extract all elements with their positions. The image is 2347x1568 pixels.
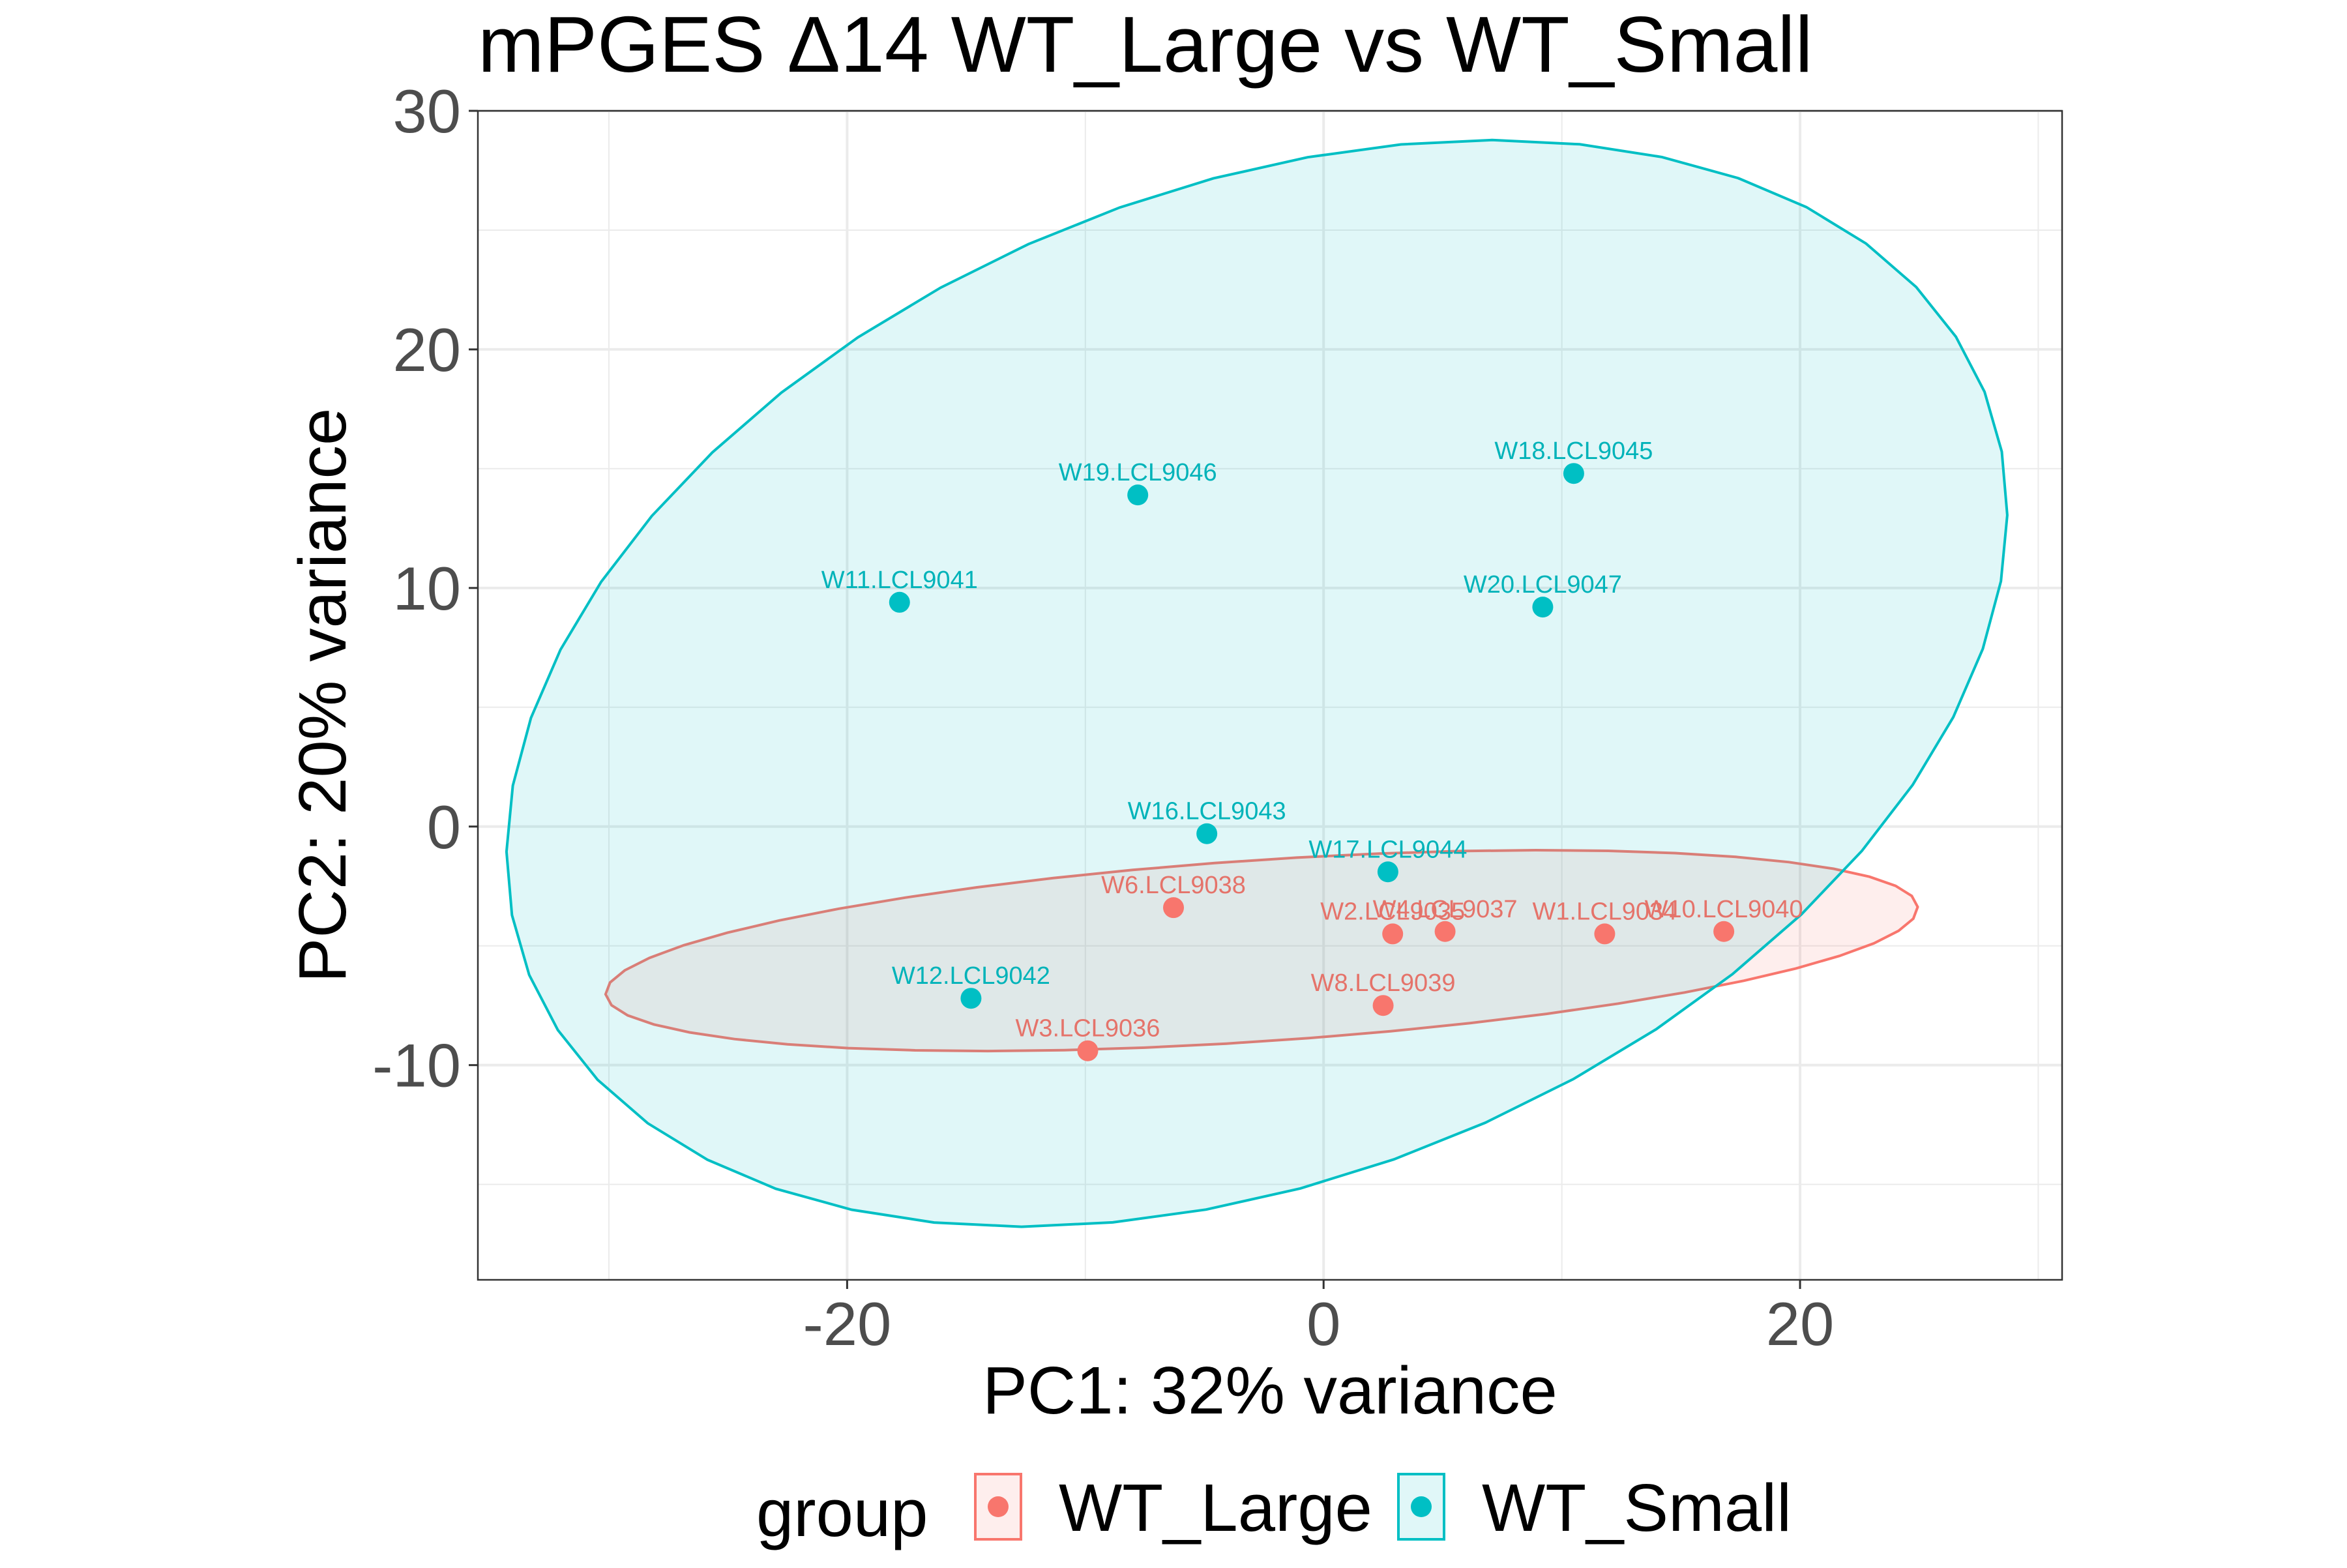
- point-w10-lcl9040: [1713, 921, 1735, 942]
- ellipse-wt-large: [604, 848, 1919, 1053]
- point-w2-lcl9035: [1382, 923, 1404, 945]
- y-tick-label: 10: [392, 554, 461, 623]
- point-label-w3-lcl9036: W3.LCL9036: [1016, 1015, 1160, 1043]
- point-label-w16-lcl9043: W16.LCL9043: [1128, 798, 1286, 825]
- y-tick-label: 0: [427, 793, 461, 861]
- point-w20-lcl9047: [1532, 597, 1554, 618]
- x-tick-label: -20: [803, 1290, 891, 1358]
- ellipse-wt-small: [505, 138, 2009, 1228]
- point-w18-lcl9045: [1563, 463, 1584, 484]
- x-tick-label: 0: [1306, 1290, 1340, 1358]
- point-label-w12-lcl9042: W12.LCL9042: [892, 962, 1050, 990]
- point-label-w1-lcl9034: W1.LCL9034: [1532, 898, 1677, 925]
- point-label-w18-lcl9045: W18.LCL9045: [1494, 437, 1653, 465]
- y-tick-label: 30: [392, 77, 461, 145]
- point-w8-lcl9039: [1372, 995, 1394, 1016]
- confidence-ellipses: [505, 138, 2009, 1228]
- y-tick-labels: -10 0 10 20 30: [372, 77, 461, 1100]
- legend: group WT_Large WT_Small: [756, 1470, 1792, 1550]
- legend-title: group: [756, 1475, 928, 1550]
- point-label-w6-lcl9038: W6.LCL9038: [1101, 872, 1246, 899]
- legend-key-wt-small: [1397, 1473, 1445, 1541]
- point-w6-lcl9038: [1163, 897, 1185, 919]
- x-axis-label: PC1: 32% variance: [982, 1353, 1557, 1428]
- point-label-w20-lcl9047: W20.LCL9047: [1464, 571, 1622, 599]
- point-label-w8-lcl9039: W8.LCL9039: [1311, 969, 1456, 997]
- axis-ticks: [469, 110, 1801, 1289]
- point-w11-lcl9041: [889, 591, 910, 613]
- point-label-w17-lcl9044: W17.LCL9044: [1308, 836, 1467, 863]
- x-tick-label: 20: [1766, 1290, 1835, 1358]
- y-tick-label: -10: [372, 1031, 461, 1100]
- legend-key-wt-large: [974, 1473, 1022, 1541]
- legend-label-wt-small: WT_Small: [1482, 1470, 1792, 1545]
- point-label-w19-lcl9046: W19.LCL9046: [1059, 459, 1217, 486]
- grid-minor: [478, 111, 2062, 1280]
- y-axis-label: PC2: 20% variance: [285, 408, 360, 983]
- point-w12-lcl9042: [960, 988, 982, 1009]
- point-w16-lcl9043: [1196, 823, 1218, 844]
- chart-title: mPGES Δ14 WT_Large vs WT_Small: [478, 0, 1813, 89]
- plot-border: [477, 110, 2063, 1281]
- legend-key-dot: [988, 1496, 1009, 1517]
- point-label-w10-lcl9040: W10.LCL9040: [1645, 896, 1803, 923]
- data-points: [889, 463, 1735, 1061]
- point-w19-lcl9046: [1127, 484, 1149, 506]
- point-label-w2-lcl9035: W2.LCL9035: [1320, 898, 1465, 925]
- point-w4-lcl9037: [1434, 921, 1456, 942]
- point-label-w4-lcl9037: W4.LCL9037: [1373, 896, 1518, 923]
- point-label-w11-lcl9041: W11.LCL9041: [821, 567, 978, 594]
- x-tick-labels: -20 0 20: [803, 1290, 1834, 1358]
- plot-panel: [478, 111, 2062, 1280]
- legend-key-dot: [1411, 1496, 1432, 1517]
- point-w1-lcl9034: [1594, 923, 1616, 945]
- point-w17-lcl9044: [1377, 861, 1398, 883]
- y-tick-label: 20: [392, 316, 461, 384]
- point-w3-lcl9036: [1077, 1040, 1099, 1061]
- grid-major: [478, 110, 2062, 1280]
- legend-label-wt-large: WT_Large: [1059, 1470, 1372, 1545]
